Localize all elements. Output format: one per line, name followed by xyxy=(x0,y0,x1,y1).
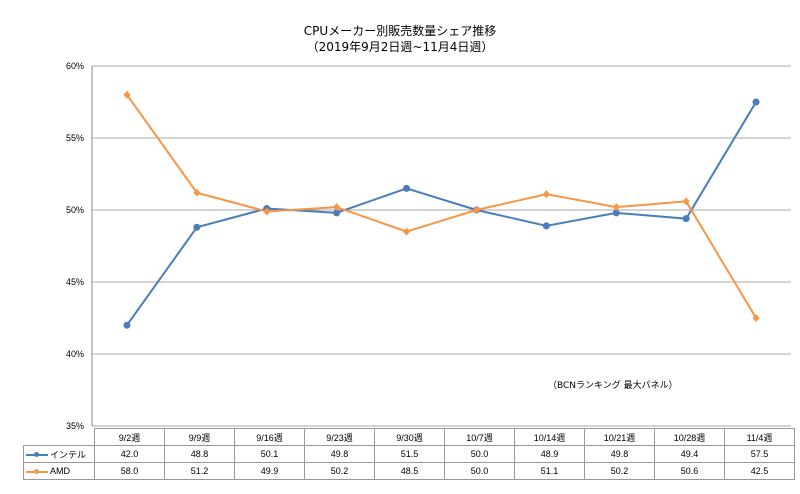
legend-entry: インテル xyxy=(23,445,95,463)
data-label: 58.0 xyxy=(94,462,165,480)
category-label: 10/21週 xyxy=(584,428,655,446)
data-point xyxy=(472,206,480,214)
legend-marker-icon xyxy=(26,451,48,459)
y-tick-label: 50% xyxy=(66,205,84,215)
data-point xyxy=(612,209,620,217)
data-label: 50.1 xyxy=(234,445,305,463)
data-point xyxy=(123,321,131,329)
data-point xyxy=(752,314,760,322)
category-label: 11/4週 xyxy=(724,428,795,446)
data-point xyxy=(682,197,690,206)
data-point xyxy=(612,203,620,212)
data-label: 51.2 xyxy=(164,462,235,480)
category-label: 10/7週 xyxy=(444,428,515,446)
data-point xyxy=(542,222,550,230)
y-tick-label: 55% xyxy=(66,133,84,143)
category-label: 10/28週 xyxy=(654,428,725,446)
category-label: 9/30週 xyxy=(374,428,445,446)
legend-marker-icon xyxy=(26,468,48,476)
data-point xyxy=(193,223,201,231)
data-label: 50.2 xyxy=(584,462,655,480)
category-label: 9/16週 xyxy=(234,428,305,446)
data-label: 48.5 xyxy=(374,462,445,480)
data-point xyxy=(752,98,760,106)
data-label: 50.6 xyxy=(654,462,725,480)
data-label: 42.0 xyxy=(94,445,165,463)
series-line-0 xyxy=(126,101,757,326)
category-label: 10/14週 xyxy=(514,428,585,446)
data-label: 50.0 xyxy=(444,445,515,463)
data-label: 49.4 xyxy=(654,445,725,463)
data-label: 57.5 xyxy=(724,445,795,463)
data-point xyxy=(682,215,690,223)
data-point xyxy=(333,209,341,217)
data-label: 49.9 xyxy=(234,462,305,480)
data-label: 42.5 xyxy=(724,462,795,480)
data-point xyxy=(403,184,411,192)
chart-title: CPUメーカー別販売数量シェア推移 xyxy=(303,24,497,38)
series-name: インテル xyxy=(50,449,87,460)
data-point xyxy=(193,188,201,197)
data-point xyxy=(333,203,341,212)
source-note: （BCNランキング 最大パネル） xyxy=(548,381,678,391)
category-label: 9/2週 xyxy=(94,428,165,446)
y-tick-label: 35% xyxy=(66,421,84,431)
chart-subtitle: （2019年9月2日週~11月4日週） xyxy=(306,40,494,54)
data-label: 48.8 xyxy=(164,445,235,463)
table-corner xyxy=(23,428,95,446)
data-label: 49.8 xyxy=(584,445,655,463)
y-tick-label: 60% xyxy=(66,61,84,71)
category-label: 9/23週 xyxy=(304,428,375,446)
data-point xyxy=(403,227,411,236)
y-tick-label: 45% xyxy=(66,277,84,287)
data-point xyxy=(263,207,271,216)
data-label: 51.5 xyxy=(374,445,445,463)
series-name: AMD xyxy=(50,466,70,476)
data-point xyxy=(123,90,131,99)
series-line-1 xyxy=(126,94,757,319)
data-label: 48.9 xyxy=(514,445,585,463)
table-row: AMD 58.0 51.2 49.9 50.2 48.5 50.0 51.1 50.2 50.6 4… xyxy=(23,462,795,480)
table-row: インテル 42.0 48.8 50.1 49.8 51.5 50.0 48.9 49.8 49.4… xyxy=(23,445,795,463)
y-tick-label: 40% xyxy=(66,349,84,359)
data-table: 9/2週 9/9週 9/16週 9/23週 9/30週 10/7週 10/14週 10/21週… xyxy=(23,428,795,480)
data-label: 50.2 xyxy=(304,462,375,480)
data-label: 51.1 xyxy=(514,462,585,480)
category-label: 9/9週 xyxy=(164,428,235,446)
data-point xyxy=(542,190,550,199)
data-label: 49.8 xyxy=(304,445,375,463)
data-label: 50.0 xyxy=(444,462,515,480)
legend-entry: AMD xyxy=(23,462,95,480)
